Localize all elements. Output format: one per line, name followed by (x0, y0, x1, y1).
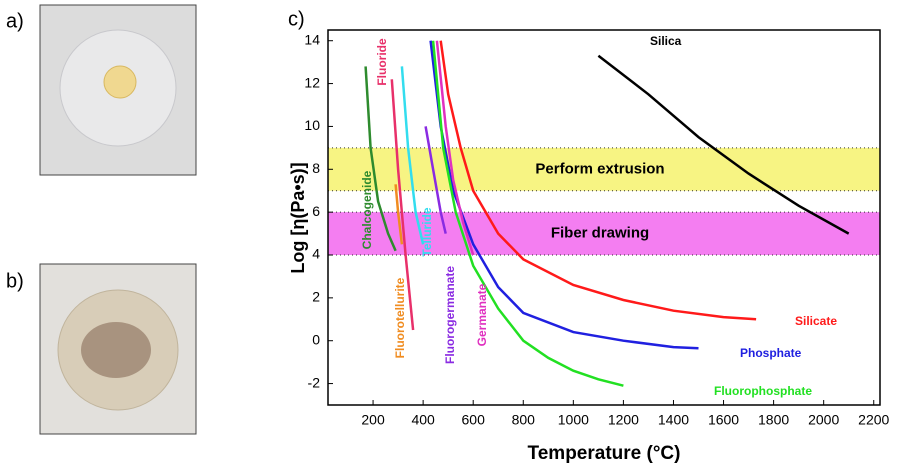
series-line (429, 40, 699, 350)
band-label: Fiber drawing (551, 225, 649, 242)
x-tick-label: 800 (512, 412, 536, 428)
series-label: Germanate (475, 283, 489, 346)
series-label: Chalcogenide (360, 170, 374, 249)
series-line (364, 66, 397, 252)
series-label: Telluride (420, 207, 434, 256)
y-tick-label: 14 (304, 31, 320, 47)
y-tick-label: 6 (312, 203, 320, 219)
y-tick-label: 4 (312, 246, 320, 262)
x-tick-label: 600 (462, 412, 486, 428)
series-line (435, 40, 475, 256)
sample-stain (81, 322, 151, 378)
x-tick-label: 1800 (758, 412, 789, 428)
series-line (400, 66, 425, 245)
series-label: Phosphate (740, 346, 802, 360)
x-axis-title: Temperature (°C) (528, 443, 681, 464)
band (328, 147, 880, 191)
y-tick-label: 0 (312, 331, 320, 347)
panel-label: a) (6, 10, 24, 32)
series-label: Fluorotellurite (393, 277, 407, 358)
plot-frame (327, 29, 881, 406)
series-label: Silica (650, 34, 682, 48)
y-tick-label: 10 (304, 117, 320, 133)
x-tick-label: 2200 (858, 412, 889, 428)
series-label: Silicate (795, 314, 837, 328)
x-tick-label: 2000 (808, 412, 839, 428)
series-line (431, 40, 624, 387)
series-label: Fluorophosphate (714, 384, 812, 398)
panel-label: c) (288, 8, 305, 30)
x-tick-label: 1400 (658, 412, 689, 428)
x-tick-label: 400 (411, 412, 435, 428)
y-tick-label: 12 (304, 74, 320, 90)
glass-sample (103, 65, 137, 99)
x-tick-label: 1000 (558, 412, 589, 428)
y-tick-label: 2 (312, 289, 320, 305)
series-line (597, 54, 850, 235)
series-label: Fluoride (375, 38, 389, 86)
x-tick-label: 1600 (708, 412, 739, 428)
y-axis-title: Log [η(Pa•s)] (288, 162, 308, 273)
x-tick-label: 200 (361, 412, 385, 428)
series-line (394, 184, 404, 245)
series-line (390, 79, 415, 331)
y-tick-label: 8 (312, 160, 320, 176)
x-tick-label: 1200 (608, 412, 639, 428)
panel-label: b) (6, 270, 24, 292)
band-label: Perform extrusion (535, 160, 664, 177)
series-line (439, 40, 757, 321)
series-label: Fluorogermanate (443, 266, 457, 364)
series-line (424, 126, 447, 234)
y-tick-label: -2 (308, 374, 321, 390)
